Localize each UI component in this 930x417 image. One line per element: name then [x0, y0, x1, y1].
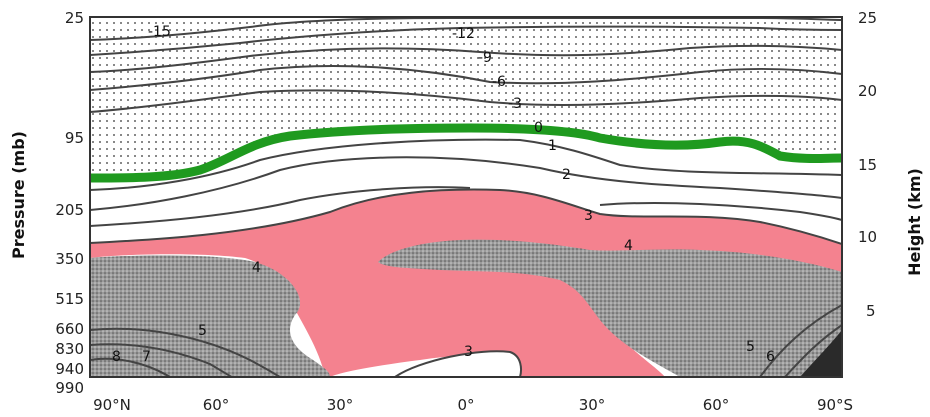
contour-line	[90, 25, 842, 56]
pressure-tick-label: 205	[55, 201, 84, 219]
band-3-region	[90, 189, 842, 377]
pressure-tick-label: 515	[55, 290, 84, 308]
contour-label: 3	[584, 208, 593, 224]
plot-frame	[89, 16, 843, 378]
contour-line	[90, 186, 471, 227]
latitude-tick-label: 30°	[579, 396, 606, 414]
surface-pocket	[393, 350, 522, 377]
contour-label: 2	[562, 167, 571, 183]
contour-line	[90, 357, 171, 377]
height-tick-label: 25	[858, 9, 877, 27]
contour-line	[90, 138, 842, 191]
zero-contour-line	[90, 123, 842, 183]
contour-label: -3	[508, 96, 522, 112]
latitude-tick-label: 30°	[327, 396, 354, 414]
latitude-axis: 90°N 60° 30° 0° 30° 60° 90°S	[93, 396, 853, 414]
contour-label: 6	[766, 349, 775, 365]
dark-corner	[800, 330, 842, 377]
pressure-tick-label: 830	[55, 340, 84, 358]
contour-line	[90, 89, 842, 113]
height-tick-label: 20	[858, 82, 877, 100]
height-axis: 25 20 15 10 5 Height (km)	[858, 9, 924, 320]
contour-line	[759, 304, 842, 377]
pressure-tick-label: 660	[55, 320, 84, 338]
contour-label: -6	[492, 74, 506, 90]
pressure-axis: 25 95 205 350 515 660 830 940 990 Pressu…	[9, 9, 84, 397]
pressure-tick-label: 25	[65, 9, 84, 27]
contour-label: 3	[464, 344, 473, 360]
contour-label: -15	[148, 24, 171, 40]
latitude-tick-label: 0°	[457, 396, 474, 414]
contour-label: 5	[198, 323, 207, 339]
latitude-tick-label: 60°	[703, 396, 730, 414]
height-tick-label: 15	[858, 156, 877, 174]
contour-line	[90, 188, 842, 245]
latitude-tick-label: 90°N	[93, 396, 131, 414]
contour-label: 8	[112, 349, 121, 365]
contour-line	[90, 327, 281, 377]
contour-label: -9	[478, 50, 492, 66]
pressure-tick-label: 350	[55, 250, 84, 268]
contour-line	[90, 44, 842, 73]
contour-line	[599, 201, 842, 221]
contour-label: 4	[252, 260, 261, 276]
band-4-right-region	[378, 239, 842, 377]
contour-line	[90, 343, 233, 377]
pressure-tick-label: 990	[55, 379, 84, 397]
height-axis-title: Height (km)	[905, 168, 924, 276]
height-tick-label: 10	[858, 228, 877, 246]
contour-line	[784, 324, 842, 377]
pressure-axis-title: Pressure (mb)	[9, 131, 28, 259]
contour-label: 7	[142, 349, 151, 365]
contour-line	[90, 65, 842, 91]
height-tick-label: 5	[866, 302, 876, 320]
contour-label: 0	[534, 120, 543, 136]
contour-label: 4	[624, 238, 633, 254]
pressure-tick-label: 940	[55, 360, 84, 378]
contour-labels: -15 -12 -9 -6 -3 0 1 2 3 4 4 5 7 8 3 5 6	[112, 24, 775, 365]
contour-line	[90, 156, 842, 211]
latitude-tick-label: 60°	[203, 396, 230, 414]
pressure-tick-label: 95	[65, 129, 84, 147]
contour-label: -12	[452, 26, 475, 42]
contour-label: 1	[548, 138, 557, 154]
contour-label: 5	[746, 339, 755, 355]
latitude-tick-label: 90°S	[817, 396, 853, 414]
